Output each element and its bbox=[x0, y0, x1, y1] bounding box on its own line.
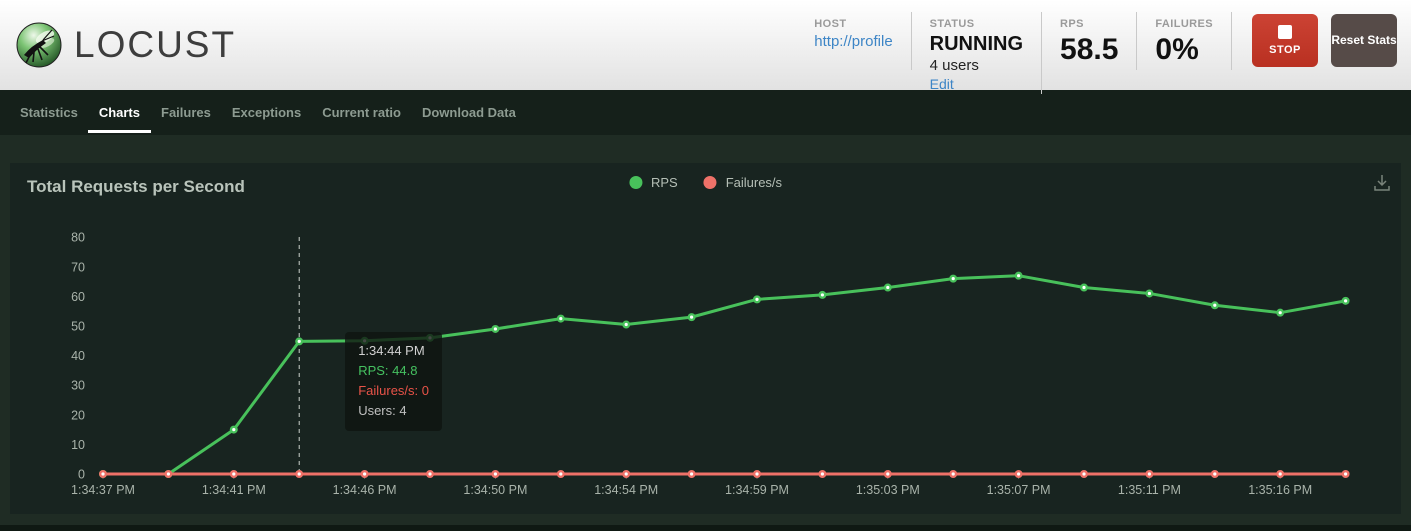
tab-download-data[interactable]: Download Data bbox=[421, 105, 516, 120]
header: LOCUST HOST http://profile STATUS RUNNIN… bbox=[0, 0, 1411, 95]
rps-value: 58.5 bbox=[1060, 32, 1119, 66]
svg-text:40: 40 bbox=[71, 349, 85, 363]
header-stats: HOST http://profile STATUS RUNNING 4 use… bbox=[796, 0, 1397, 95]
chart-legend: RPS Failures/s bbox=[628, 175, 783, 190]
brand-wordmark: LOCUST bbox=[74, 24, 237, 65]
svg-text:70: 70 bbox=[71, 260, 85, 274]
footer-bar bbox=[0, 525, 1411, 531]
svg-text:30: 30 bbox=[71, 379, 85, 393]
svg-text:50: 50 bbox=[71, 320, 85, 334]
svg-text:1:35:03 PM: 1:35:03 PM bbox=[856, 483, 920, 497]
svg-text:0: 0 bbox=[78, 468, 85, 482]
legend-item-failures[interactable]: Failures/s bbox=[703, 175, 783, 190]
page-background-strip bbox=[0, 514, 1411, 525]
svg-text:1:35:11 PM: 1:35:11 PM bbox=[1118, 483, 1181, 497]
failures-value: 0% bbox=[1155, 32, 1199, 66]
svg-text:1:34:59 PM: 1:34:59 PM bbox=[725, 483, 789, 497]
svg-text:1:34:41 PM: 1:34:41 PM bbox=[202, 483, 266, 497]
svg-text:80: 80 bbox=[71, 231, 85, 245]
svg-text:1:34:50 PM: 1:34:50 PM bbox=[463, 483, 527, 497]
rps-legend-label: RPS bbox=[650, 175, 678, 190]
download-chart-icon[interactable] bbox=[1372, 173, 1392, 193]
stop-icon bbox=[1278, 24, 1292, 39]
host-link[interactable]: http://profile bbox=[814, 32, 893, 50]
line-chart[interactable]: 0 10 20 30 40 50 60 70 80 1:34:37 PM 1:34:41 PM 1:3… bbox=[10, 163, 1401, 514]
failures-box: FAILURES 0% bbox=[1137, 11, 1232, 70]
tab-failures[interactable]: Failures bbox=[161, 105, 211, 120]
failures-legend-dot-icon bbox=[703, 176, 717, 189]
edit-link[interactable]: Edit bbox=[929, 76, 954, 93]
svg-text:10: 10 bbox=[71, 438, 85, 452]
tab-charts[interactable]: Charts bbox=[87, 105, 152, 133]
svg-text:1:34:54 PM: 1:34:54 PM bbox=[594, 483, 658, 497]
nav-bar: Statistics Charts Failures Exceptions Cu… bbox=[0, 90, 1411, 135]
stop-button-label: STOP bbox=[1269, 43, 1301, 56]
locust-logo-icon bbox=[16, 22, 62, 68]
svg-text:60: 60 bbox=[71, 290, 85, 304]
rps-legend-dot-icon bbox=[628, 176, 642, 189]
svg-text:1:34:46 PM: 1:34:46 PM bbox=[333, 483, 397, 497]
rps-box: RPS 58.5 bbox=[1042, 11, 1138, 70]
status-users: 4 users bbox=[929, 56, 979, 74]
status-label: STATUS bbox=[929, 17, 975, 30]
svg-text:20: 20 bbox=[71, 408, 85, 422]
status-value: RUNNING bbox=[929, 32, 1024, 55]
host-label: HOST bbox=[814, 17, 847, 30]
tab-exceptions[interactable]: Exceptions bbox=[231, 105, 302, 120]
failures-label: FAILURES bbox=[1155, 17, 1213, 30]
failures-legend-label: Failures/s bbox=[725, 175, 783, 190]
svg-text:1:35:07 PM: 1:35:07 PM bbox=[987, 483, 1051, 497]
chart-panel: Total Requests per Second RPS Failures/s… bbox=[10, 163, 1401, 514]
tab-statistics[interactable]: Statistics bbox=[20, 105, 78, 120]
reset-stats-button[interactable]: Reset Stats bbox=[1331, 13, 1397, 67]
chart-title: Total Requests per Second bbox=[27, 177, 245, 196]
status-box: STATUS RUNNING 4 users Edit bbox=[912, 11, 1043, 95]
legend-item-rps[interactable]: RPS bbox=[628, 175, 678, 190]
host-box: HOST http://profile bbox=[796, 11, 912, 70]
rps-label: RPS bbox=[1060, 17, 1084, 30]
header-buttons: STOP Reset Stats bbox=[1252, 12, 1397, 67]
tab-current-ratio[interactable]: Current ratio bbox=[322, 105, 401, 120]
stop-button[interactable]: STOP bbox=[1252, 13, 1318, 67]
logo-area: LOCUST bbox=[16, 22, 236, 68]
svg-text:1:35:16 PM: 1:35:16 PM bbox=[1248, 483, 1312, 497]
svg-text:1:34:37 PM: 1:34:37 PM bbox=[71, 483, 135, 497]
